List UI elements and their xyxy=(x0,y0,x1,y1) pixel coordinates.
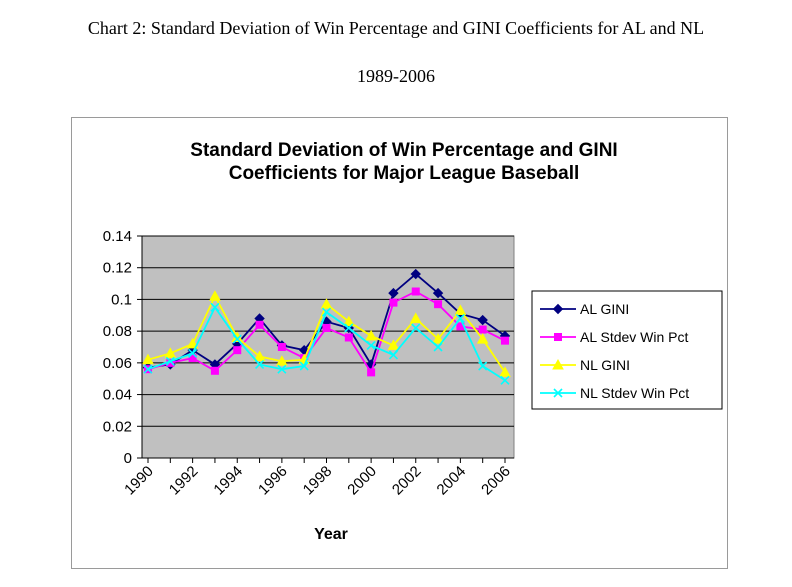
data-point-marker xyxy=(232,334,242,344)
data-point-marker xyxy=(255,320,264,329)
data-point-marker xyxy=(409,312,422,323)
data-point-marker xyxy=(188,354,197,363)
data-point-marker xyxy=(344,323,354,333)
data-point-marker xyxy=(367,368,376,377)
legend-entry: NL GINI xyxy=(540,357,630,373)
data-point-marker xyxy=(478,325,487,334)
data-point-marker xyxy=(165,356,175,366)
x-axis-label: Year xyxy=(314,526,348,543)
data-point-marker xyxy=(188,348,198,358)
data-point-marker xyxy=(143,364,153,374)
y-tick-label: 0.1 xyxy=(111,291,132,308)
data-point-marker xyxy=(456,322,465,331)
x-tick-label: 2002 xyxy=(389,463,425,499)
data-point-marker xyxy=(411,323,421,333)
data-point-marker xyxy=(320,298,333,309)
data-point-marker xyxy=(276,355,288,366)
legend-entry: AL GINI xyxy=(540,301,629,317)
data-point-marker xyxy=(388,287,399,299)
series-al-stdev-win-pct xyxy=(144,287,509,377)
legend-entry: NL Stdev Win Pct xyxy=(540,385,689,401)
legend: AL GINI AL Stdev Win Pct NL GINI NL Stdev W… xyxy=(531,290,723,410)
data-point-marker xyxy=(477,314,488,326)
y-tick-label: 0.14 xyxy=(103,228,132,245)
data-point-marker xyxy=(344,333,353,342)
data-point-marker xyxy=(254,359,265,370)
data-point-marker xyxy=(253,350,266,362)
data-point-marker xyxy=(432,287,444,299)
legend-box xyxy=(531,290,723,410)
data-point-marker xyxy=(210,302,220,312)
x-tick-label: 2006 xyxy=(478,463,514,499)
data-point-marker xyxy=(277,364,287,374)
data-point-marker xyxy=(455,313,465,324)
data-point-marker xyxy=(277,343,286,351)
data-point-marker xyxy=(554,333,562,341)
legend-label: NL Stdev Win Pct xyxy=(580,385,689,401)
x-tick-label: 1994 xyxy=(210,463,246,499)
data-point-marker xyxy=(342,315,355,327)
y-tick-label: 0.06 xyxy=(103,355,132,372)
x-tick-label: 2000 xyxy=(344,463,380,499)
series-nl-stdev-win-pct xyxy=(143,302,510,385)
data-point-marker xyxy=(142,353,154,365)
x-tick-label: 1992 xyxy=(166,463,202,499)
data-point-marker xyxy=(500,375,510,385)
chart-title-line1: Standard Deviation of Win Percentage and… xyxy=(190,140,617,161)
data-point-marker xyxy=(164,347,177,358)
x-tick-label: 2004 xyxy=(434,463,470,499)
y-tick-label: 0.02 xyxy=(103,418,132,435)
chart-area: Standard Deviation of Win Percentage and… xyxy=(71,117,728,569)
data-point-marker xyxy=(432,333,444,344)
data-point-marker xyxy=(387,339,400,350)
data-point-marker xyxy=(478,361,488,371)
legend-label: AL GINI xyxy=(580,301,629,317)
data-point-marker xyxy=(388,350,399,360)
y-tick-label: 0 xyxy=(124,450,132,467)
document-caption-years: 1989-2006 xyxy=(357,66,435,86)
plot-area xyxy=(141,235,515,459)
data-point-marker xyxy=(476,333,489,344)
data-point-marker xyxy=(166,358,175,367)
data-point-marker xyxy=(434,300,443,309)
legend-entry: AL Stdev Win Pct xyxy=(540,329,689,345)
data-point-marker xyxy=(321,307,332,317)
data-point-marker xyxy=(552,303,564,315)
y-tick-label: 0.04 xyxy=(103,387,132,404)
data-point-marker xyxy=(552,358,564,370)
data-point-marker xyxy=(389,298,398,307)
chart-title-line2: Coefficients for Major League Baseball xyxy=(229,163,580,184)
data-point-marker xyxy=(454,304,467,316)
legend-label: AL Stdev Win Pct xyxy=(580,329,689,345)
line-chart: Standard Deviation of Win Percentage and… xyxy=(103,140,723,543)
x-tick-label: 1990 xyxy=(121,463,157,499)
data-point-marker xyxy=(186,337,199,349)
data-point-marker xyxy=(209,290,221,301)
data-point-marker xyxy=(410,268,421,280)
x-tick-label: 1996 xyxy=(255,463,291,499)
series-lines xyxy=(142,268,511,385)
data-point-marker xyxy=(365,329,377,341)
legend-label: NL GINI xyxy=(580,357,630,373)
data-point-marker xyxy=(553,388,563,398)
data-point-marker xyxy=(366,340,376,350)
data-point-marker xyxy=(210,366,219,375)
y-tick-label: 0.12 xyxy=(103,260,132,277)
y-tick-label: 0.08 xyxy=(103,323,132,340)
data-point-marker xyxy=(299,361,309,371)
data-point-marker xyxy=(233,346,242,355)
x-tick-label: 1998 xyxy=(300,463,336,499)
data-point-marker xyxy=(433,342,443,352)
data-point-marker xyxy=(501,336,509,345)
document-caption: Chart 2: Standard Deviation of Win Perce… xyxy=(87,18,705,38)
data-point-marker xyxy=(322,323,331,332)
data-point-marker xyxy=(411,287,420,296)
data-point-marker xyxy=(499,366,511,377)
